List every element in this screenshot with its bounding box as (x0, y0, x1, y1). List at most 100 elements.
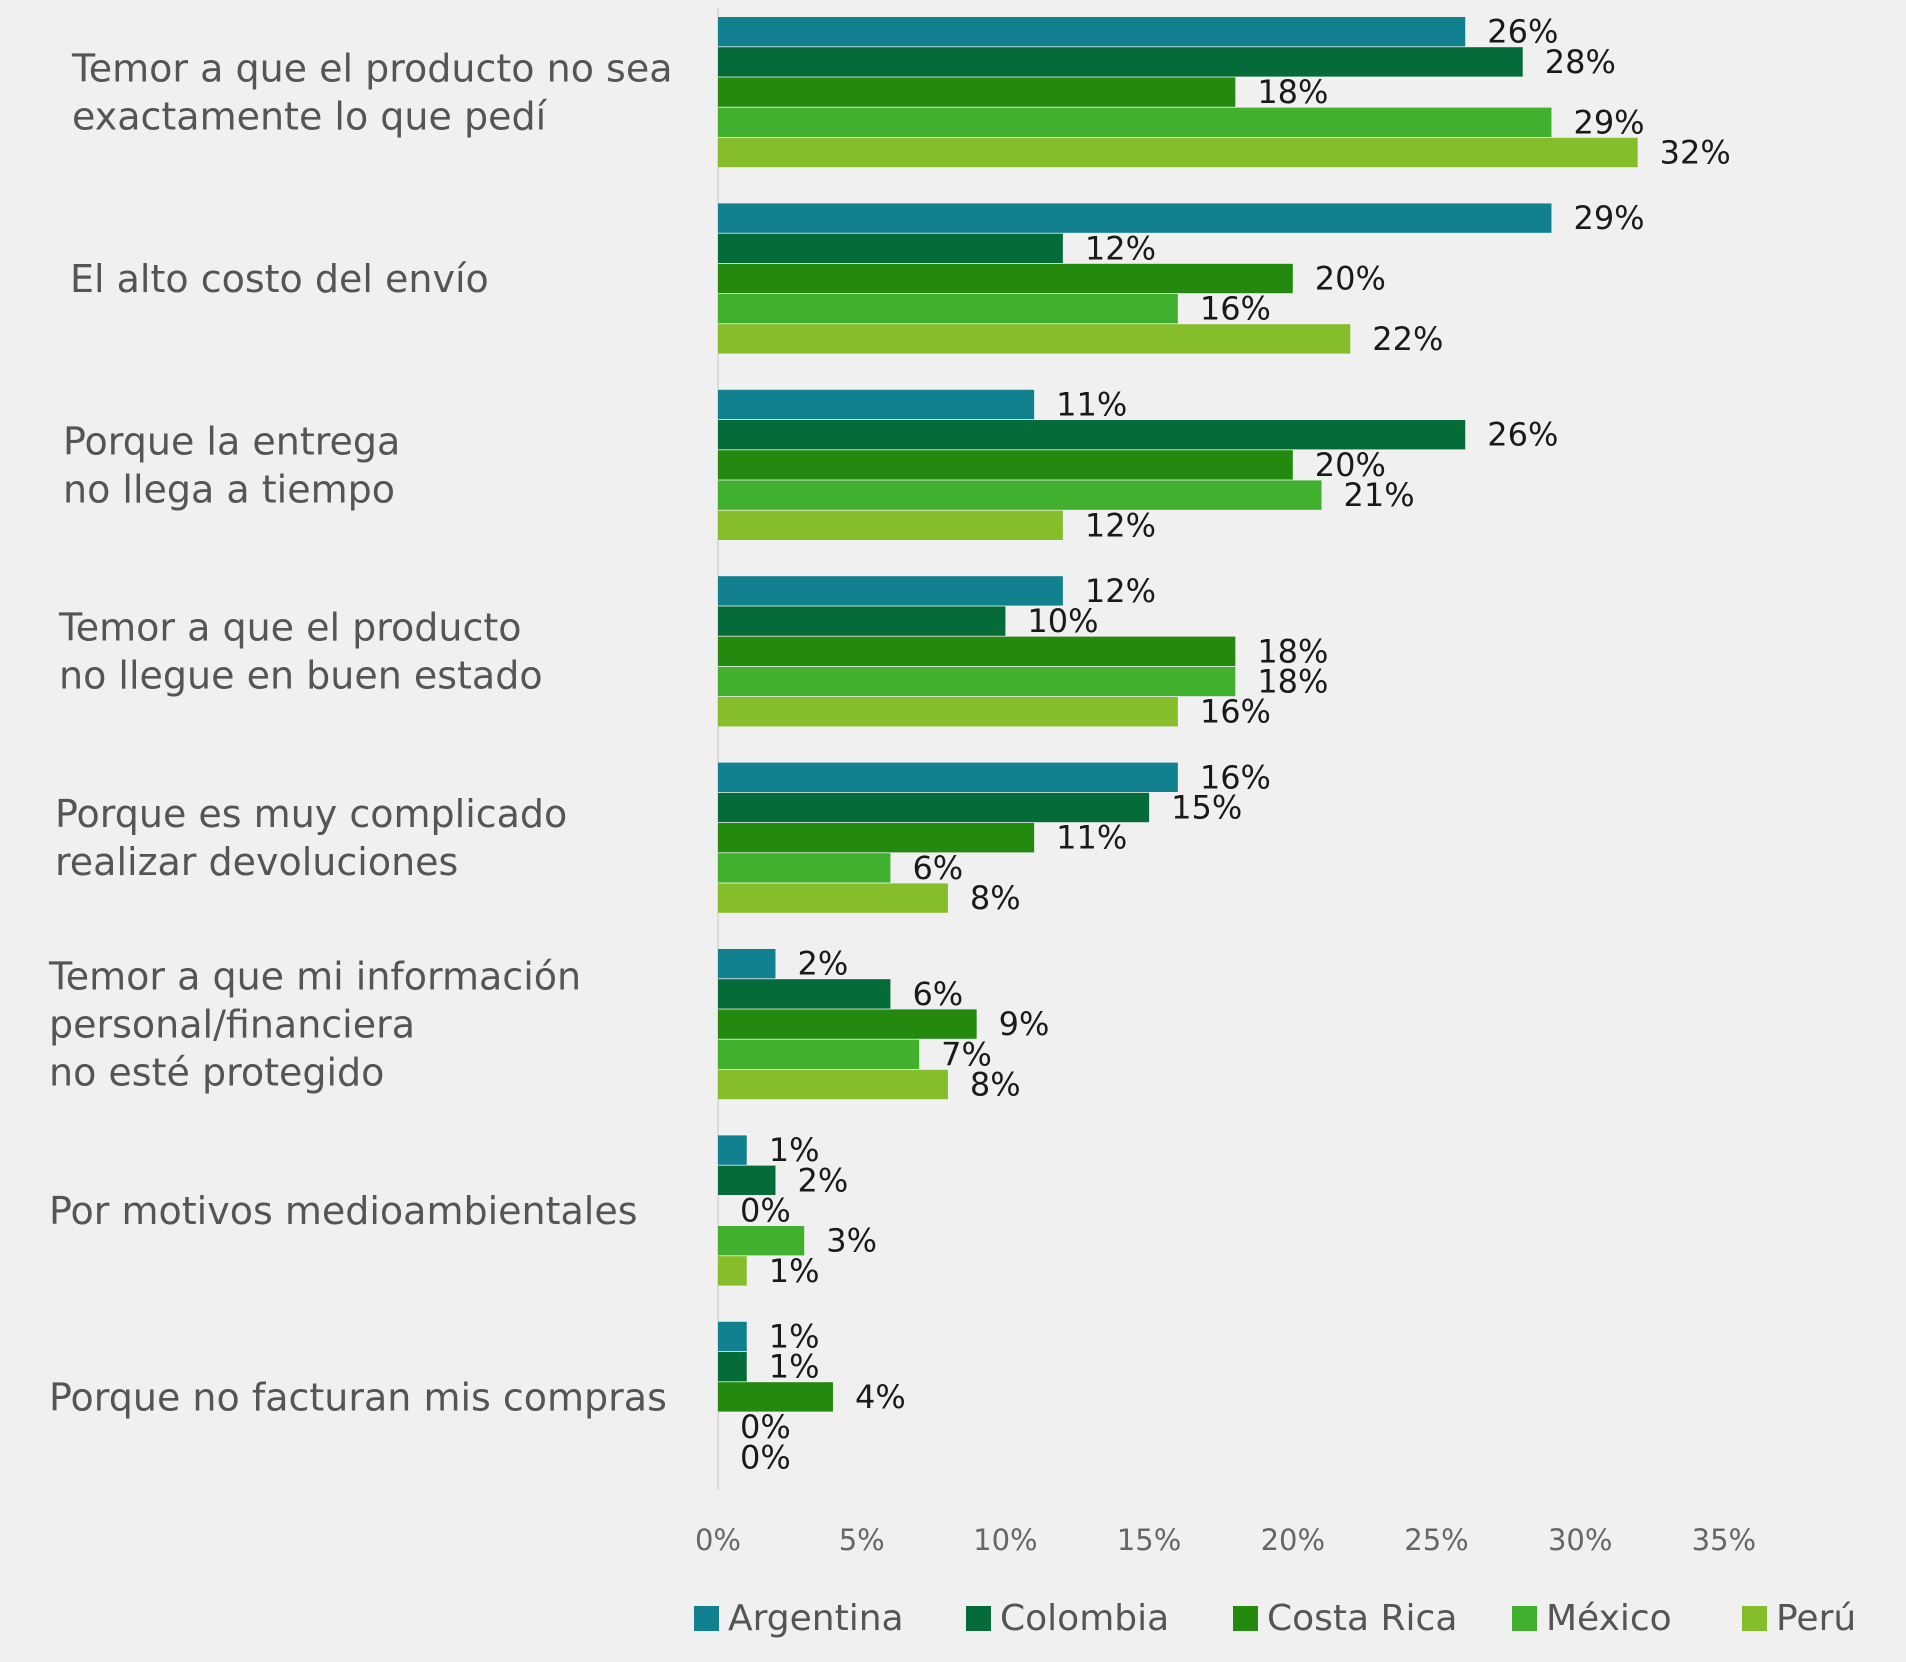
bar (718, 137, 1638, 168)
bar (718, 666, 1236, 697)
data-label: 0% (740, 1408, 791, 1446)
legend: Argentina Colombia Costa Rica México Perú (694, 1598, 1856, 1639)
bar (718, 979, 891, 1009)
bar (718, 480, 1322, 510)
data-label: 12% (1085, 572, 1156, 610)
bar (718, 17, 1466, 47)
data-label: 0% (740, 1438, 791, 1476)
x-tick-label: 15% (1117, 1523, 1181, 1557)
legend-entry: Argentina (728, 1598, 904, 1639)
bar (718, 389, 1035, 420)
bar (718, 1165, 776, 1195)
category-label: realizar devoluciones (55, 840, 458, 884)
data-label: 18% (1257, 73, 1328, 111)
data-label: 10% (1027, 602, 1098, 640)
category-label: personal/financiera (49, 1003, 415, 1047)
data-label: 29% (1573, 199, 1644, 237)
data-label: 7% (941, 1035, 992, 1073)
bar (718, 203, 1552, 233)
bar (718, 1009, 977, 1039)
data-label: 1% (769, 1131, 820, 1169)
data-label: 18% (1257, 632, 1328, 670)
x-tick-labels-layer: 0% 5% 10% 15% 20% 25% 30% 35% (695, 1523, 1756, 1557)
data-label: 26% (1487, 416, 1558, 454)
category-label: Por motivos medioambientales (49, 1189, 638, 1233)
data-label: 0% (740, 1192, 791, 1230)
bar (718, 1226, 805, 1256)
data-label: 1% (769, 1252, 820, 1290)
data-label: 28% (1545, 43, 1616, 81)
data-label: 32% (1660, 134, 1731, 172)
bar (718, 1069, 948, 1100)
data-label: 2% (797, 945, 848, 983)
x-tick-label: 30% (1548, 1523, 1612, 1557)
bar (718, 1039, 920, 1069)
bar (718, 853, 891, 883)
category-label: Temor a que el producto no sea (71, 47, 673, 91)
data-label: 1% (769, 1348, 820, 1386)
data-label: 22% (1372, 320, 1443, 358)
legend-entry: Perú (1776, 1598, 1856, 1639)
category-label: Temor a que mi información (48, 955, 581, 999)
data-label: 6% (912, 849, 963, 887)
data-label: 15% (1171, 789, 1242, 827)
category-label: El alto costo del envío (70, 257, 489, 301)
bars-layer (718, 17, 1638, 1412)
bar (718, 510, 1063, 540)
bar (718, 233, 1063, 263)
data-label: 4% (855, 1378, 906, 1416)
data-label: 26% (1487, 13, 1558, 51)
data-label: 16% (1200, 290, 1271, 328)
data-label: 12% (1085, 229, 1156, 267)
data-label: 21% (1344, 476, 1415, 514)
data-label: 20% (1315, 260, 1386, 298)
category-label: Porque no facturan mis compras (49, 1375, 667, 1419)
category-label: no llega a tiempo (63, 467, 395, 511)
x-tick-label: 20% (1261, 1523, 1325, 1557)
bar (718, 324, 1351, 354)
bar (718, 949, 776, 979)
bar (718, 1256, 747, 1286)
category-label: no esté protegido (49, 1051, 384, 1095)
category-label: exactamente lo que pedí (72, 95, 548, 139)
legend-swatch (1233, 1606, 1258, 1631)
category-label: Porque la entrega (63, 419, 400, 463)
data-label: 18% (1257, 663, 1328, 701)
bar (718, 883, 948, 913)
bar (718, 697, 1178, 727)
data-label: 16% (1200, 758, 1271, 796)
bar (718, 263, 1293, 294)
bar (718, 47, 1523, 77)
bar (718, 1321, 747, 1352)
data-label: 20% (1315, 446, 1386, 484)
bar (718, 1352, 747, 1382)
category-labels-layer: Temor a que el producto no seaexactament… (48, 47, 673, 1420)
x-tick-label: 10% (973, 1523, 1037, 1557)
data-label: 6% (912, 975, 963, 1013)
x-tick-label: 35% (1692, 1523, 1756, 1557)
legend-entry: Costa Rica (1267, 1598, 1457, 1639)
x-tick-label: 25% (1404, 1523, 1468, 1557)
data-label: 8% (970, 879, 1021, 917)
data-label: 29% (1573, 103, 1644, 141)
legend-entry: México (1546, 1598, 1672, 1639)
bar (718, 823, 1035, 853)
bar (718, 420, 1466, 450)
x-tick-label: 5% (839, 1523, 885, 1557)
bar (718, 107, 1552, 137)
bar (718, 1135, 747, 1165)
legend-entry: Colombia (1000, 1598, 1169, 1639)
bar (718, 294, 1178, 324)
data-label: 2% (797, 1161, 848, 1199)
data-label: 11% (1056, 386, 1127, 424)
category-label: Temor a que el producto (58, 606, 522, 650)
data-label: 1% (769, 1318, 820, 1356)
value-labels-layer: 26%28%18%29%32%29%12%20%16%22%11%26%20%2… (740, 13, 1731, 1477)
data-label: 11% (1056, 819, 1127, 857)
legend-swatch (1742, 1606, 1767, 1631)
data-label: 12% (1085, 506, 1156, 544)
bar (718, 576, 1063, 606)
bar (718, 1382, 833, 1412)
